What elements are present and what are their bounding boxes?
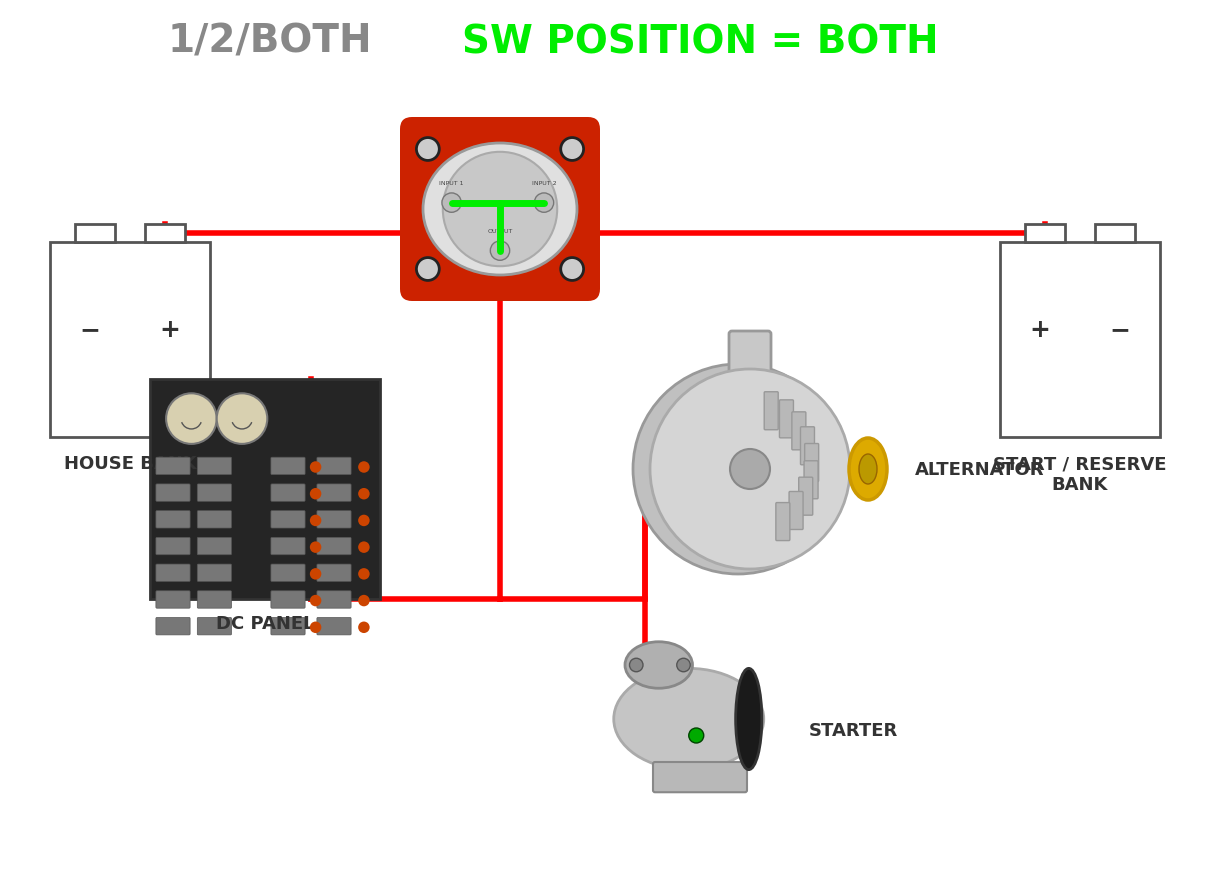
FancyBboxPatch shape [1025,225,1064,242]
Text: +: + [1030,317,1051,342]
Text: SW POSITION = BOTH: SW POSITION = BOTH [462,23,938,61]
Circle shape [358,488,369,500]
FancyBboxPatch shape [792,412,805,450]
FancyBboxPatch shape [764,392,778,431]
FancyBboxPatch shape [1000,242,1160,437]
FancyBboxPatch shape [316,591,351,609]
FancyBboxPatch shape [156,617,191,635]
Text: +: + [160,317,181,342]
Circle shape [534,194,554,213]
Text: DC PANEL: DC PANEL [216,614,314,632]
Circle shape [310,488,321,500]
Circle shape [677,659,690,672]
FancyBboxPatch shape [316,538,351,555]
FancyBboxPatch shape [776,503,789,541]
Circle shape [358,568,369,580]
Circle shape [310,622,321,633]
FancyBboxPatch shape [653,762,747,792]
Text: −: − [1110,317,1130,342]
Circle shape [166,394,216,445]
FancyBboxPatch shape [271,617,306,635]
Circle shape [310,542,321,553]
FancyBboxPatch shape [197,565,231,581]
FancyBboxPatch shape [75,225,115,242]
FancyBboxPatch shape [156,484,191,502]
Circle shape [490,242,510,261]
FancyBboxPatch shape [789,492,803,530]
Circle shape [633,365,843,574]
Text: −: − [79,317,100,342]
FancyBboxPatch shape [156,511,191,529]
FancyBboxPatch shape [730,332,771,378]
FancyBboxPatch shape [197,511,231,529]
FancyBboxPatch shape [780,401,793,438]
Circle shape [629,659,643,672]
Circle shape [650,369,851,569]
FancyBboxPatch shape [271,484,306,502]
Circle shape [561,258,584,282]
Circle shape [417,258,439,282]
FancyBboxPatch shape [800,427,815,465]
Circle shape [358,542,369,553]
Circle shape [689,728,704,743]
Text: STARTER: STARTER [809,722,898,739]
FancyBboxPatch shape [271,511,306,529]
FancyBboxPatch shape [316,484,351,502]
Circle shape [358,515,369,526]
Circle shape [310,595,321,607]
Circle shape [310,461,321,474]
Circle shape [417,139,439,161]
Circle shape [561,139,584,161]
Ellipse shape [849,438,887,501]
Circle shape [310,568,321,580]
Text: START / RESERVE
BANK: START / RESERVE BANK [993,455,1167,494]
FancyBboxPatch shape [156,458,191,475]
Circle shape [442,194,461,213]
Text: INPUT 2: INPUT 2 [532,181,556,186]
Circle shape [358,461,369,474]
Circle shape [358,595,369,607]
Text: ALTERNATOR: ALTERNATOR [915,460,1045,479]
FancyBboxPatch shape [271,538,306,555]
FancyBboxPatch shape [197,538,231,555]
FancyBboxPatch shape [197,591,231,609]
FancyBboxPatch shape [197,458,231,475]
Circle shape [358,622,369,633]
FancyBboxPatch shape [271,565,306,581]
Text: HOUSE BANK: HOUSE BANK [64,455,197,473]
Ellipse shape [859,454,877,484]
FancyBboxPatch shape [271,591,306,609]
FancyBboxPatch shape [156,591,191,609]
Circle shape [730,450,770,489]
FancyBboxPatch shape [197,617,231,635]
Circle shape [216,394,268,445]
FancyBboxPatch shape [316,565,351,581]
FancyBboxPatch shape [156,565,191,581]
Text: OUTPUT: OUTPUT [488,229,513,234]
FancyBboxPatch shape [197,484,231,502]
Ellipse shape [613,668,764,770]
Ellipse shape [423,144,577,275]
Ellipse shape [736,668,761,770]
FancyBboxPatch shape [804,444,819,482]
FancyBboxPatch shape [316,617,351,635]
Text: INPUT 1: INPUT 1 [440,181,464,186]
FancyBboxPatch shape [156,538,191,555]
Circle shape [310,515,321,526]
FancyBboxPatch shape [150,380,380,599]
Text: 1/2/BOTH: 1/2/BOTH [167,23,373,61]
Circle shape [442,153,557,267]
FancyBboxPatch shape [50,242,210,437]
FancyBboxPatch shape [316,458,351,475]
FancyBboxPatch shape [400,118,600,302]
FancyBboxPatch shape [316,511,351,529]
FancyBboxPatch shape [271,458,306,475]
FancyBboxPatch shape [1095,225,1135,242]
FancyBboxPatch shape [145,225,186,242]
FancyBboxPatch shape [804,461,818,499]
FancyBboxPatch shape [799,478,813,516]
Ellipse shape [624,642,693,688]
